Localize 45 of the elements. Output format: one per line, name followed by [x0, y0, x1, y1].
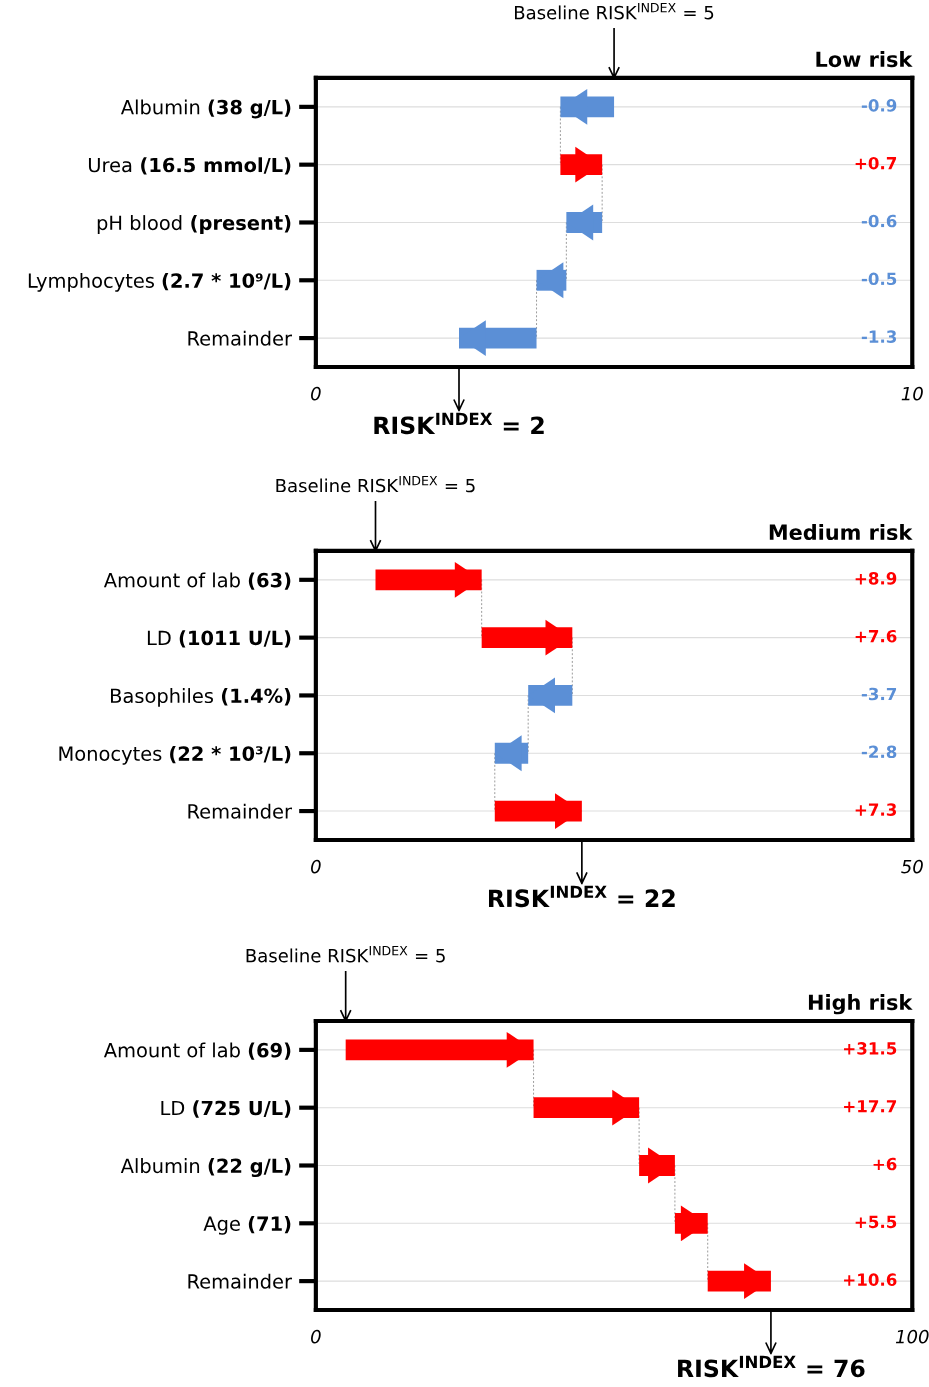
y-tick-label: Remainder: [188, 330, 292, 346]
x-tick-label: 10: [901, 386, 923, 401]
y-tick-label: Remainder: [188, 1273, 292, 1289]
data-label: +10.6: [844, 1273, 897, 1286]
x-tick-label: 50: [901, 859, 923, 874]
data-label: -0.9: [861, 99, 897, 112]
data-label: +7.3: [855, 803, 897, 816]
text: RISK$^{INDEX}$ = 2: [374, 412, 544, 435]
data-label: +17.7: [844, 1100, 897, 1113]
text: RISK$^{INDEX}$ = 22: [489, 885, 675, 908]
x-tick-label: 100: [895, 1329, 929, 1344]
y-tick-label: Monocytes (22 * 10³/L): [59, 745, 291, 765]
data-label: -2.8: [861, 745, 897, 759]
y-tick-label: Remainder: [188, 803, 292, 819]
data-label: -0.6: [861, 214, 897, 228]
chart-title: Low risk: [816, 51, 913, 68]
data-label: -0.5: [861, 272, 897, 286]
text: Baseline RISK$^{INDEX}$ = 5: [515, 3, 714, 20]
data-label: +5.5: [855, 1215, 897, 1229]
data-label: +8.9: [855, 572, 897, 585]
data-label: -1.3: [861, 330, 897, 343]
x-tick-label: 0: [311, 386, 321, 401]
y-tick-label: Albumin (22 g/L): [120, 1158, 291, 1178]
text: Baseline RISK$^{INDEX}$ = 5: [276, 475, 475, 493]
text: Baseline RISK$^{INDEX}$ = 5: [246, 946, 445, 963]
y-tick-label: Amount of lab (63): [103, 572, 291, 590]
data-label: +0.7: [855, 156, 897, 170]
y-tick-label: Amount of lab (69): [103, 1042, 291, 1060]
y-tick-label: Urea (16.5 mmol/L): [88, 157, 291, 175]
y-tick-label: Albumin (38 g/L): [120, 99, 291, 119]
data-label: +7.6: [855, 629, 897, 643]
y-tick-label: Lymphocytes (2.7 * 10⁹/L): [28, 272, 291, 292]
y-tick-label: pH blood (present): [97, 215, 291, 234]
data-label: +6: [873, 1157, 897, 1171]
y-tick-label: LD (725 U/L): [161, 1100, 291, 1118]
chart-title: High risk: [808, 994, 913, 1015]
data-label: -3.7: [861, 687, 897, 701]
x-tick-label: 0: [311, 859, 321, 874]
y-tick-label: Basophiles (1.4%): [111, 688, 291, 707]
y-tick-label: LD (1011 U/L): [147, 630, 291, 648]
y-tick-label: Age (71): [203, 1215, 291, 1235]
chart-title: Medium risk: [769, 523, 913, 541]
text: RISK$^{INDEX}$ = 76: [678, 1355, 865, 1378]
x-tick-label: 0: [311, 1329, 321, 1344]
data-label: +31.5: [844, 1042, 897, 1055]
